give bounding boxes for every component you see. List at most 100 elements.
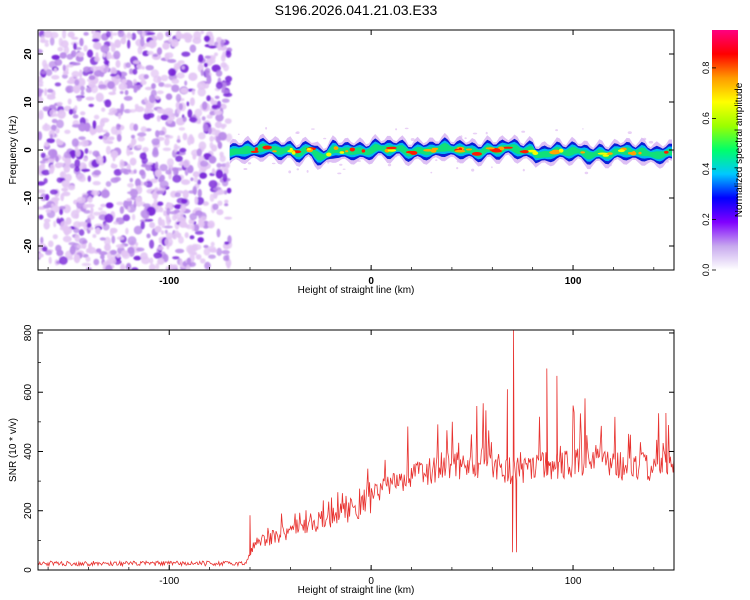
- faint-dot: [627, 131, 632, 135]
- noise-blob: [214, 110, 223, 116]
- noise-blob: [83, 45, 88, 52]
- noise-blob: [146, 31, 156, 36]
- noise-blob: [38, 96, 44, 103]
- noise-blob: [98, 251, 108, 256]
- noise-blob: [213, 191, 218, 199]
- noise-blob: [43, 178, 48, 184]
- noise-blob: [53, 67, 58, 73]
- faint-dot: [464, 137, 467, 140]
- noise-blob: [95, 227, 101, 235]
- noise-blob: [136, 144, 142, 149]
- noise-blob: [156, 90, 164, 95]
- noise-blob: [207, 127, 212, 135]
- noise-blob: [221, 81, 227, 89]
- noise-blob: [171, 78, 180, 84]
- noise-blob: [54, 58, 63, 66]
- noise-blob: [88, 84, 96, 88]
- noise-blob: [129, 178, 133, 183]
- noise-blob: [194, 230, 204, 235]
- y-tick-label: 800: [23, 324, 34, 341]
- noise-blob: [57, 109, 66, 119]
- noise-blob: [43, 63, 49, 72]
- noise-blob: [105, 132, 110, 138]
- noise-blob: [156, 47, 163, 55]
- noise-blob: [142, 146, 149, 153]
- noise-blob: [197, 81, 207, 90]
- band-hotspot: [454, 149, 466, 153]
- noise-blob: [181, 179, 191, 185]
- noise-blob: [52, 234, 58, 240]
- noise-blob: [192, 171, 200, 178]
- noise-blob: [49, 189, 59, 195]
- band-hotspot: [664, 150, 669, 154]
- faint-dot: [472, 132, 478, 135]
- noise-blob: [62, 64, 66, 72]
- noise-blob: [170, 70, 176, 76]
- noise-blob: [210, 241, 215, 247]
- noise-blob: [169, 211, 178, 215]
- faint-dot: [271, 162, 276, 165]
- noise-blob: [126, 146, 131, 157]
- noise-blob: [105, 145, 111, 155]
- noise-blob: [174, 192, 181, 198]
- noise-blob: [176, 72, 185, 79]
- y-tick-label: 10: [23, 96, 34, 108]
- noise-blob: [38, 189, 46, 194]
- noise-blob: [221, 123, 227, 128]
- noise-blob: [149, 239, 155, 249]
- noise-blob: [72, 114, 79, 119]
- noise-blob: [216, 163, 222, 168]
- noise-blob: [225, 133, 233, 143]
- noise-blob: [140, 221, 145, 230]
- noise-blob: [56, 119, 64, 129]
- noise-blob: [195, 254, 202, 260]
- x-tick-label: 0: [368, 576, 374, 587]
- noise-blob: [192, 185, 197, 195]
- figure-title: S196.2026.041.21.03.E33: [275, 2, 438, 18]
- noise-blob: [189, 235, 195, 240]
- snr-x-ticks: -100 0 100: [47, 330, 655, 587]
- noise-blob: [146, 162, 154, 166]
- noise-blob: [131, 32, 137, 41]
- noise-blob: [49, 164, 55, 173]
- band-hotspot: [521, 150, 529, 154]
- noise-blob: [71, 62, 81, 66]
- noise-blob: [73, 254, 81, 264]
- noise-blob: [150, 69, 159, 78]
- band-hotspot: [254, 147, 258, 152]
- noise-blob: [217, 141, 223, 149]
- noise-blob: [64, 157, 72, 166]
- faint-dot: [243, 168, 248, 170]
- band-hotspot: [532, 151, 539, 155]
- noise-blob: [144, 218, 154, 222]
- noise-blob: [174, 167, 183, 171]
- band-hotspot: [326, 152, 332, 157]
- noise-blob: [167, 123, 176, 128]
- noise-blob: [221, 98, 230, 103]
- noise-blob: [202, 101, 208, 110]
- band-hotspot: [602, 154, 609, 157]
- noise-blob: [182, 189, 189, 199]
- noise-blob: [200, 258, 206, 264]
- noise-blob: [111, 235, 116, 244]
- noise-blob: [112, 153, 116, 162]
- noise-blob: [133, 60, 140, 65]
- noise-blob: [54, 162, 63, 169]
- noise-blob: [181, 51, 191, 57]
- noise-blob: [156, 32, 164, 41]
- noise-blob: [179, 147, 187, 153]
- noise-blob: [125, 262, 132, 270]
- noise-blob: [115, 123, 121, 131]
- noise-blob: [194, 196, 198, 205]
- noise-blob: [88, 75, 96, 80]
- noise-blob: [98, 207, 103, 211]
- noise-blob: [44, 122, 48, 130]
- noise-blob: [189, 213, 197, 221]
- noise-blob: [171, 264, 178, 269]
- noise-blob: [55, 128, 60, 134]
- noise-blob: [217, 200, 223, 206]
- noise-blob: [69, 245, 76, 255]
- noise-blob: [104, 213, 114, 223]
- noise-blob: [38, 131, 43, 141]
- noise-blob: [146, 50, 154, 55]
